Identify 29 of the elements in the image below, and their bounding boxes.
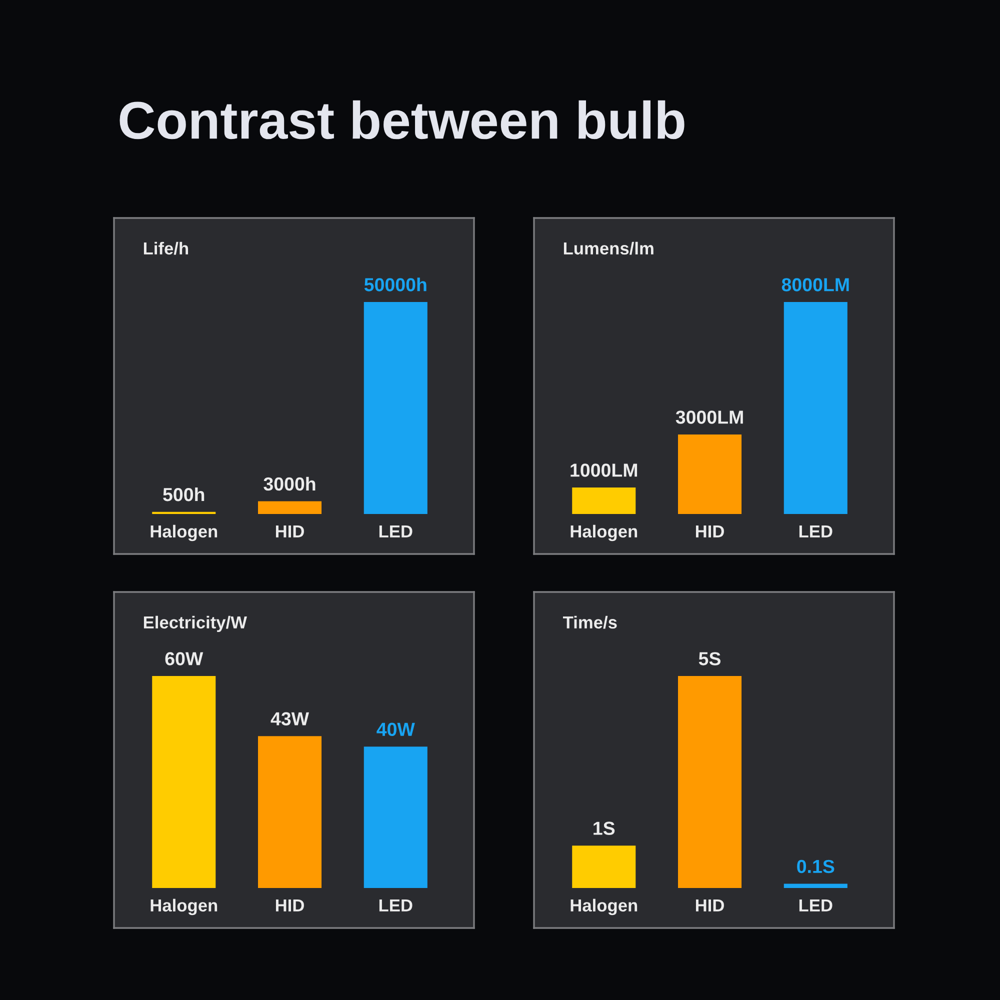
chart-title: Time/s [562,616,617,629]
data-label: 8000LM [782,278,849,292]
chart-title: Life/h [144,242,188,255]
x-tick-label: HID [276,525,304,538]
data-label: 40W [376,722,415,736]
x-tick-label: Halogen [150,898,218,916]
x-tick-label: Halogen [570,898,638,916]
data-label: 3000h [264,476,316,491]
data-label: 1000LM [570,464,638,477]
data-label: 43W [270,712,310,726]
x-tick-label: Halogen [570,524,638,542]
x-tick-label: HID [696,899,724,912]
data-label: 5S [698,652,720,666]
x-tick-label: LED [799,525,832,538]
x-tick-label: LED [799,899,832,912]
data-label: 3000LM [676,410,743,424]
data-label: 500h [163,487,204,502]
data-label: 1S [594,822,615,835]
data-label: 0.1S [797,860,834,874]
chart-title: Electricity/W [144,616,247,632]
x-tick-label: HID [696,525,724,538]
chart-title: Lumens/lm [564,242,654,255]
x-tick-label: HID [276,899,304,912]
x-tick-label: LED [379,525,412,538]
data-label: 50000h [364,278,426,292]
data-label: 60W [165,652,204,666]
x-tick-label: Halogen [150,524,218,542]
text: Contrast between bulb [120,100,684,140]
x-tick-label: LED [379,899,412,912]
